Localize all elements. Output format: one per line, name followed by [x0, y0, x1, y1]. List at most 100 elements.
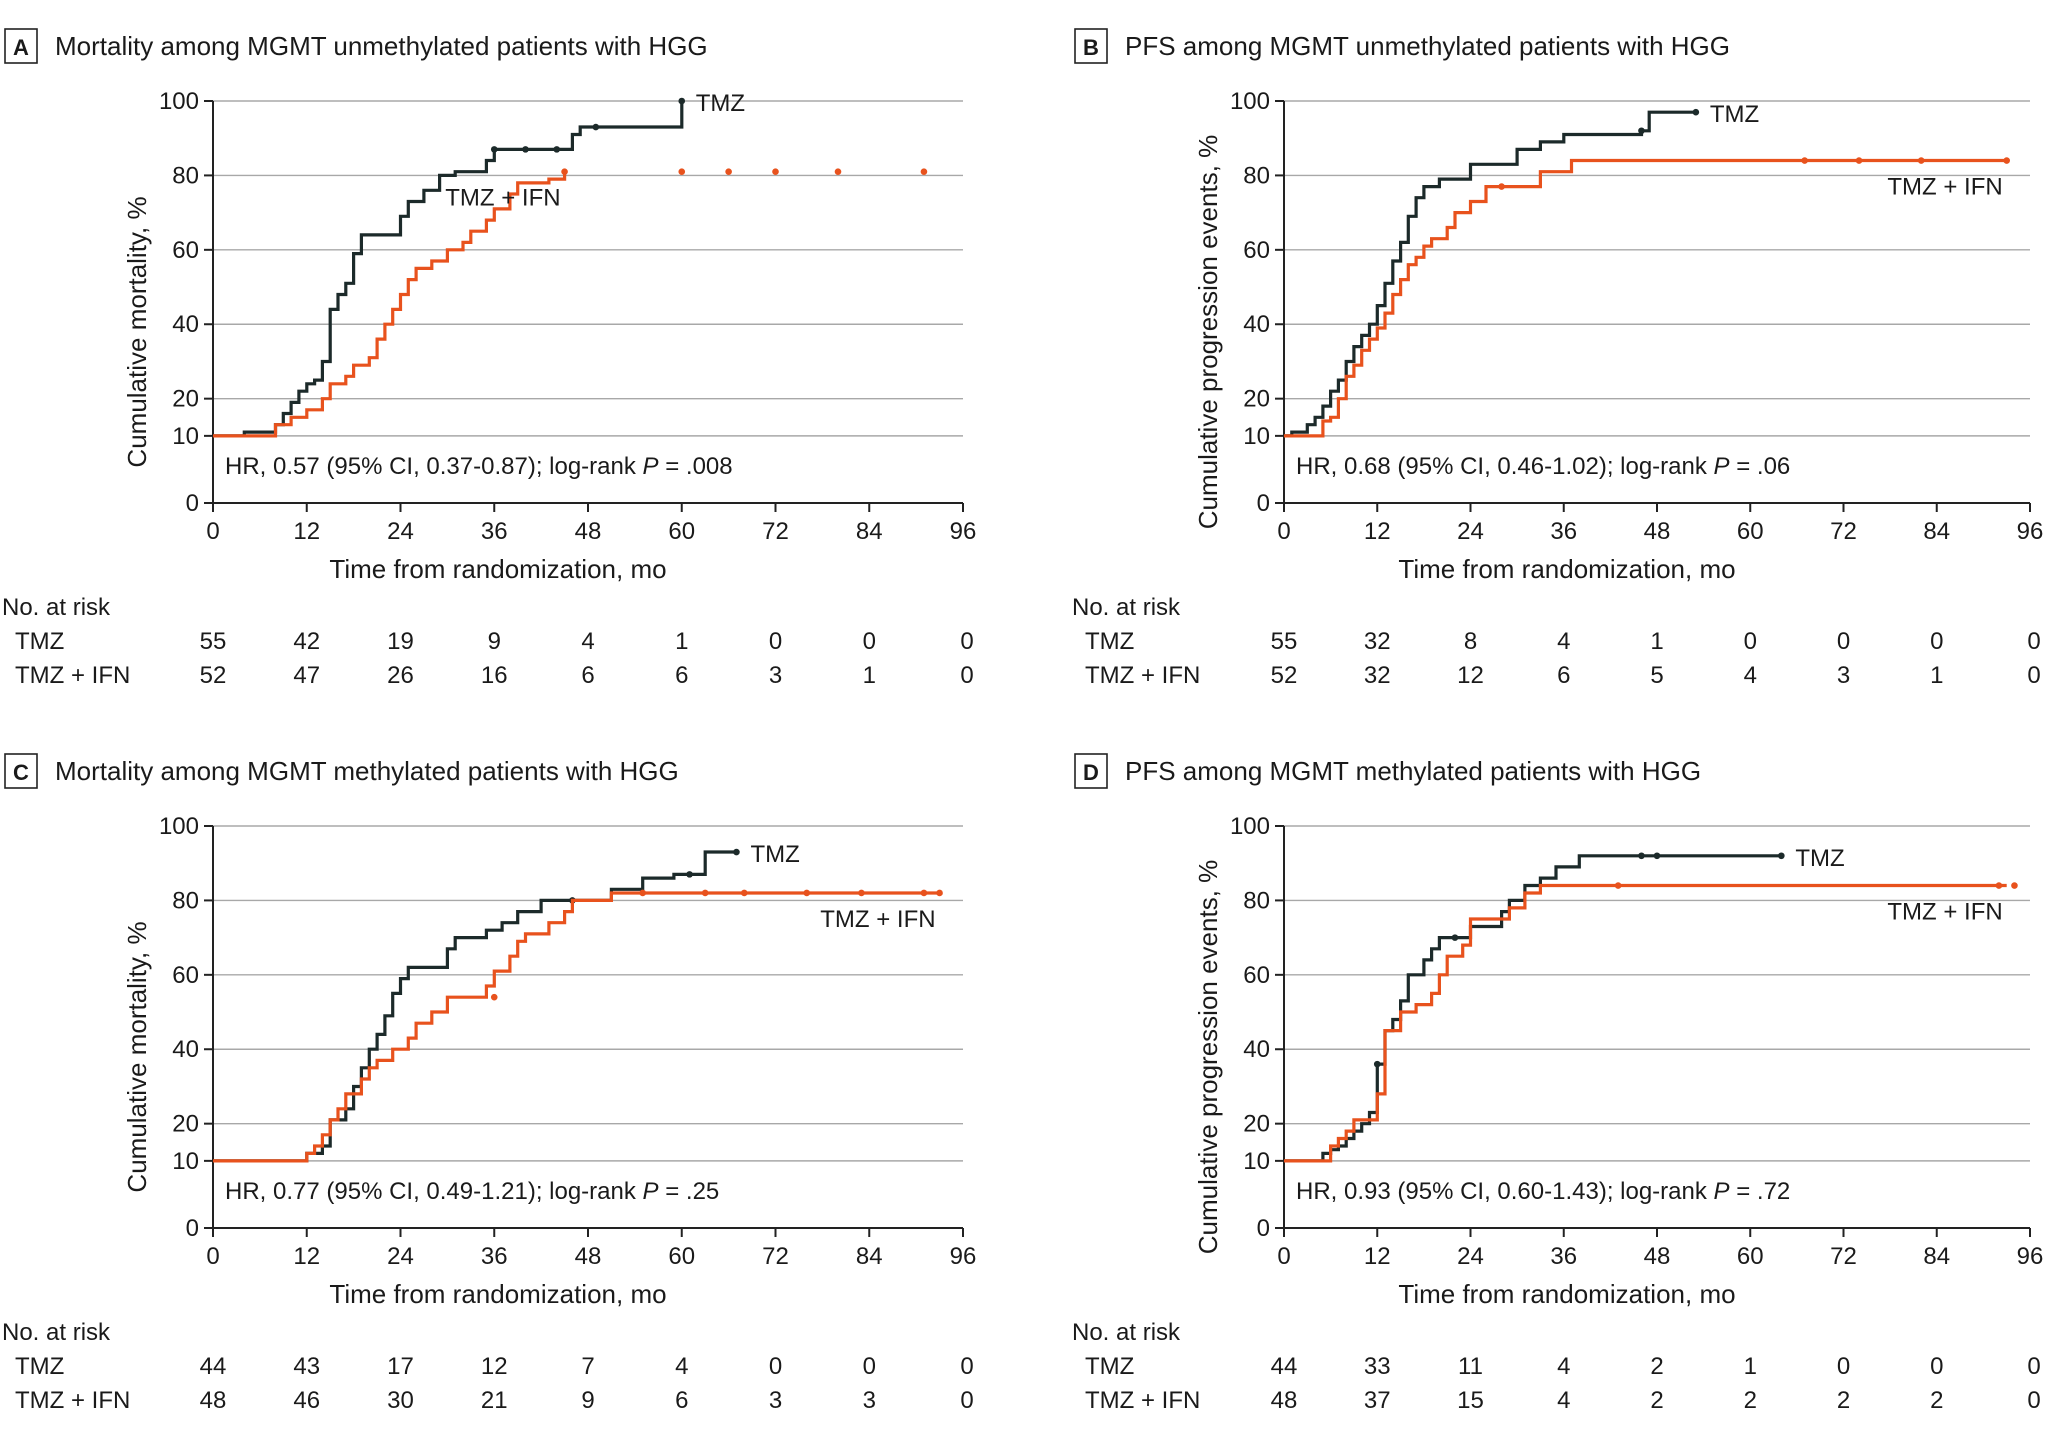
censor-marker: [1638, 852, 1645, 860]
y-tick-label: 100: [159, 813, 199, 840]
hr-annotation: HR, 0.57 (95% CI, 0.37-0.87); log-rank P…: [225, 453, 733, 480]
censor-marker: [740, 889, 748, 897]
risk-count: 17: [387, 1353, 414, 1380]
y-axis-label: Cumulative mortality, %: [122, 921, 152, 1192]
risk-count: 9: [488, 628, 501, 655]
y-tick-label: 20: [172, 386, 199, 413]
censor-marker: [1451, 934, 1459, 941]
censor-marker: [1801, 157, 1808, 164]
series-line-tmz: [1284, 854, 1782, 1163]
risk-count: 4: [1557, 1387, 1570, 1414]
y-tick-label: 80: [1243, 162, 1270, 189]
x-tick-label: 72: [1830, 518, 1857, 545]
risk-count: 52: [200, 662, 227, 689]
censor-marker: [1995, 882, 2003, 889]
risk-count: 0: [960, 1353, 973, 1380]
risk-count: 1: [1744, 1353, 1757, 1380]
censor-marker: [2003, 157, 2010, 164]
risk-count: 3: [863, 1387, 876, 1414]
x-tick-label: 0: [206, 518, 219, 545]
x-tick-label: 84: [1923, 518, 1950, 545]
panel-letter-box: [4, 753, 38, 789]
censor-marker: [701, 889, 709, 897]
risk-count: 55: [200, 628, 227, 655]
y-tick-label: 60: [172, 237, 199, 264]
p-symbol: P: [1714, 1178, 1730, 1205]
series-label-tmz: TMZ: [1710, 101, 1759, 128]
risk-count: 2: [1837, 1387, 1850, 1414]
risk-count: 3: [769, 1387, 782, 1414]
risk-count: 7: [581, 1353, 594, 1380]
series-line-tmz-ifn: [1284, 883, 2007, 1163]
censor-marker: [678, 168, 686, 175]
x-tick-label: 84: [856, 1243, 883, 1270]
censor-marker: [639, 889, 646, 897]
censor-marker: [733, 848, 740, 856]
censor-marker: [858, 889, 865, 897]
y-tick-label: 60: [1243, 962, 1270, 989]
risk-count: 2: [1930, 1387, 1943, 1414]
risk-table-header: No. at risk: [1072, 594, 1181, 621]
panel-letter: B: [1083, 35, 1099, 60]
censor-marker: [490, 993, 498, 1001]
censor-marker: [686, 871, 693, 878]
x-tick-label: 12: [1364, 518, 1391, 545]
risk-count: 0: [960, 662, 973, 689]
risk-count: 6: [675, 662, 688, 689]
risk-count: 32: [1364, 662, 1391, 689]
risk-count: 1: [1650, 628, 1663, 655]
y-axis-label: Cumulative progression events, %: [1193, 860, 1223, 1255]
y-tick-label: 0: [186, 490, 199, 517]
panel-title: Mortality among MGMT unmethylated patien…: [55, 31, 708, 61]
risk-count: 4: [675, 1353, 688, 1380]
risk-count: 48: [1271, 1387, 1298, 1414]
y-tick-label: 40: [172, 311, 199, 338]
risk-count: 1: [675, 628, 688, 655]
risk-row-label: TMZ + IFN: [15, 662, 130, 689]
x-tick-label: 96: [950, 518, 977, 545]
risk-count: 44: [1271, 1353, 1298, 1380]
hr-annotation: HR, 0.93 (95% CI, 0.60-1.43); log-rank P…: [1296, 1178, 1790, 1205]
risk-row-label: TMZ: [15, 1353, 64, 1380]
censor-marker: [1498, 183, 1505, 190]
risk-count: 0: [2027, 628, 2040, 655]
panel-letter: A: [13, 35, 29, 60]
series-label-tmz-ifn: TMZ + IFN: [1887, 174, 2002, 201]
risk-count: 26: [387, 662, 414, 689]
x-tick-label: 60: [1737, 1243, 1764, 1270]
series-label-tmz-ifn: TMZ + IFN: [820, 906, 935, 933]
censor-marker: [1614, 882, 1622, 889]
x-tick-label: 96: [950, 1243, 977, 1270]
risk-count: 0: [2027, 1353, 2040, 1380]
censor-marker: [803, 889, 811, 897]
x-tick-label: 48: [575, 1243, 602, 1270]
risk-count: 4: [1557, 1353, 1570, 1380]
panel-letter: D: [1083, 760, 1099, 785]
panel-letter-box: [4, 28, 38, 64]
risk-count: 15: [1457, 1387, 1484, 1414]
risk-count: 0: [2027, 662, 2040, 689]
risk-count: 0: [1837, 628, 1850, 655]
risk-count: 3: [1837, 662, 1850, 689]
risk-count: 0: [1930, 1353, 1943, 1380]
series-label-tmz-ifn: TMZ + IFN: [445, 185, 560, 212]
panel-title: PFS among MGMT unmethylated patients wit…: [1125, 31, 1730, 61]
y-tick-label: 100: [1230, 88, 1270, 115]
risk-count: 2: [1744, 1387, 1757, 1414]
risk-row-label: TMZ + IFN: [1085, 1387, 1200, 1414]
series-label-tmz: TMZ: [750, 841, 799, 868]
censor-marker: [2011, 882, 2018, 889]
series-line-tmz: [213, 850, 737, 1163]
risk-table-header: No. at risk: [2, 594, 111, 621]
y-tick-label: 40: [1243, 311, 1270, 338]
x-tick-label: 36: [1550, 1243, 1577, 1270]
x-axis-label: Time from randomization, mo: [1398, 554, 1735, 584]
risk-count: 52: [1271, 662, 1298, 689]
y-tick-label: 40: [1243, 1036, 1270, 1063]
risk-count: 0: [769, 628, 782, 655]
x-axis-label: Time from randomization, mo: [1398, 1279, 1735, 1309]
risk-count: 4: [1744, 662, 1757, 689]
y-tick-label: 80: [1243, 887, 1270, 914]
risk-count: 55: [1271, 628, 1298, 655]
risk-count: 8: [1464, 628, 1477, 655]
